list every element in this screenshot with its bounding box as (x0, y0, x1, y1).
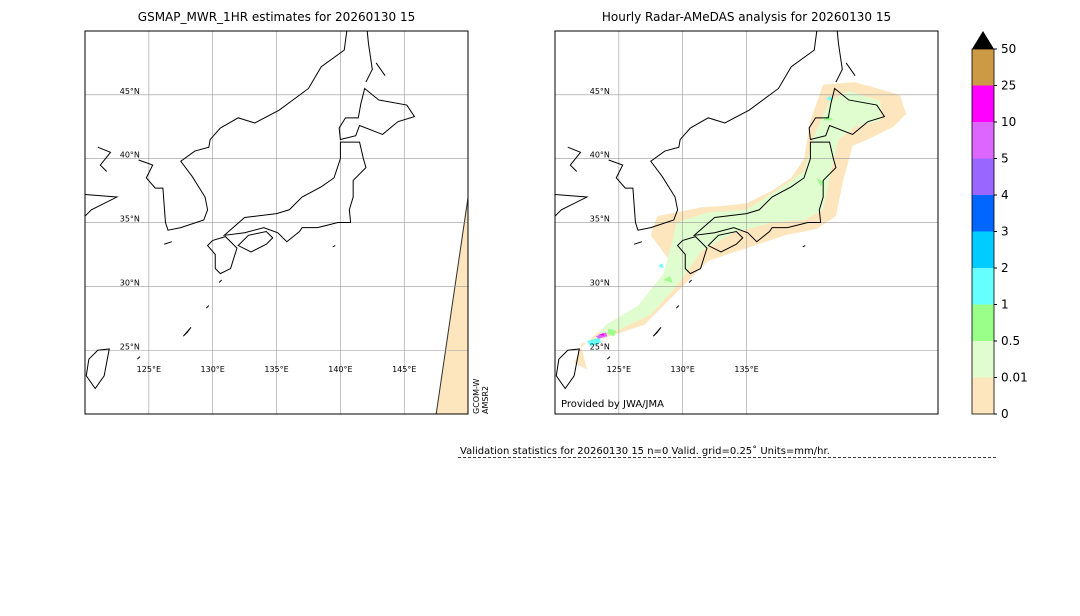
colorbar-segment (972, 85, 994, 122)
satellite-label: GCOM-W (472, 378, 481, 414)
colorbar-label: 25 (1001, 79, 1016, 93)
lon-label: 125°E (607, 365, 631, 374)
lon-label: 130°E (671, 365, 695, 374)
map-content (555, 31, 938, 414)
colorbar-segment (972, 304, 994, 341)
colorbar-segment (972, 49, 994, 86)
lat-label: 35°N (120, 215, 140, 224)
colorbar-segment (972, 377, 994, 414)
map-title: GSMAP_MWR_1HR estimates for 20260130 15 (138, 10, 415, 24)
colorbar-label: 0.01 (1001, 371, 1028, 385)
colorbar-extend (972, 31, 994, 49)
map-title: Hourly Radar-AMeDAS analysis for 2026013… (602, 10, 891, 24)
colorbar-segment (972, 158, 994, 195)
colorbar-label: 50 (1001, 42, 1016, 56)
validation-text: Validation statistics for 20260130 15 n=… (460, 445, 830, 457)
colorbar-label: 1 (1001, 298, 1009, 312)
colorbar-segment (972, 122, 994, 159)
lat-label: 30°N (590, 278, 610, 287)
lat-label: 40°N (120, 151, 140, 160)
credit: Provided by JWA/JMA (561, 399, 664, 410)
colorbar-segment (972, 341, 994, 378)
lat-label: 45°N (590, 87, 610, 96)
lat-label: 25°N (590, 342, 610, 351)
map-frame (84, 30, 469, 415)
colorbar-label: 3 (1001, 225, 1009, 239)
lon-label: 135°E (264, 365, 288, 374)
map-content (85, 31, 468, 414)
lat-label: 35°N (590, 215, 610, 224)
lat-label: 40°N (590, 151, 610, 160)
lat-label: 25°N (120, 342, 140, 351)
lon-label: 135°E (734, 365, 758, 374)
lon-label: 125°E (137, 365, 161, 374)
colorbar-segment (972, 195, 994, 232)
colorbar-segment (972, 268, 994, 305)
lat-label: 45°N (120, 87, 140, 96)
lon-label: 130°E (201, 365, 225, 374)
colorbar-label: 2 (1001, 261, 1009, 275)
lat-label: 30°N (120, 278, 140, 287)
colorbar-label: 0 (1001, 407, 1009, 421)
colorbar-label: 0.5 (1001, 334, 1020, 348)
colorbar-label: 4 (1001, 188, 1009, 202)
lon-label: 140°E (328, 365, 352, 374)
lon-label: 145°E (392, 365, 416, 374)
colorbar-segment (972, 231, 994, 268)
satellite-label: AMSR2 (481, 386, 490, 414)
colorbar-label: 10 (1001, 115, 1016, 129)
map-frame (554, 30, 939, 415)
colorbar-label: 5 (1001, 152, 1009, 166)
swath (435, 196, 468, 414)
